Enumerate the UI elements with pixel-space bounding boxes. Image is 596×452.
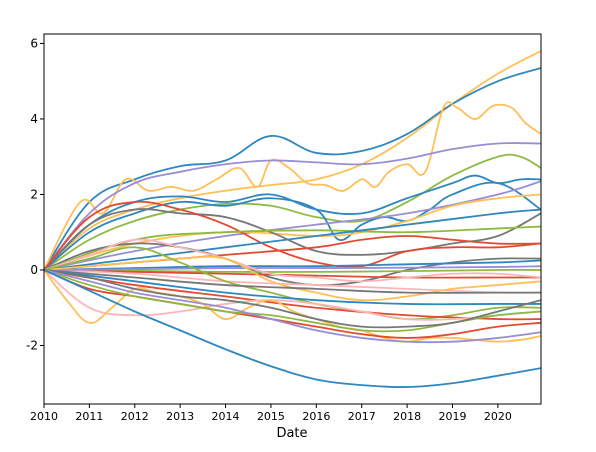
y-tick-label: 6 <box>30 36 38 50</box>
x-tick-label: 2018 <box>393 410 421 423</box>
x-tick-label: 2016 <box>302 410 330 423</box>
x-tick-label: 2014 <box>212 410 240 423</box>
series-line-10 <box>43 208 542 271</box>
series-line-24 <box>43 269 541 294</box>
series-line-18 <box>43 269 541 279</box>
series-line-33 <box>43 269 542 388</box>
series-line-9 <box>43 193 542 271</box>
x-tick-label: 2017 <box>348 410 376 423</box>
y-tick-label: 2 <box>30 187 38 201</box>
x-axis-ticks: 2010 2011 2012 2013 2014 2015 2016 2017 2018 2019… <box>30 404 512 423</box>
series-line-20 <box>43 265 542 271</box>
series-line-17 <box>43 268 542 273</box>
series-line-27 <box>43 269 542 321</box>
y-tick-label: 4 <box>30 112 38 126</box>
y-tick-label: 0 <box>30 263 38 277</box>
y-axis-ticks: -2 0 2 4 6 <box>26 36 44 352</box>
x-tick-label: 2020 <box>484 410 512 423</box>
series-line-16 <box>43 259 542 271</box>
series-line-4 <box>43 142 542 271</box>
plot-frame <box>43 33 542 405</box>
series-line-32 <box>43 269 542 344</box>
series-line-11 <box>43 200 542 271</box>
series-line-3 <box>43 101 542 271</box>
series-line-26 <box>43 269 541 306</box>
series-line-21 <box>43 238 542 283</box>
y-tick-label: -2 <box>26 338 38 352</box>
series-line-28 <box>43 269 542 343</box>
series-line-8 <box>43 180 542 271</box>
x-tick-label: 2013 <box>166 410 194 423</box>
series-lines <box>43 50 542 388</box>
series-line-15 <box>43 242 542 287</box>
x-tick-label: 2011 <box>75 410 103 423</box>
series-line-31 <box>43 269 542 329</box>
series-line-25 <box>43 269 542 321</box>
x-tick-label: 2010 <box>30 410 58 423</box>
x-tick-label: 2019 <box>438 410 466 423</box>
series-line-5 <box>43 153 542 271</box>
series-line-13 <box>43 208 542 271</box>
x-tick-label: 2015 <box>257 410 285 423</box>
x-tick-label: 2012 <box>121 410 149 423</box>
x-axis-label: Date <box>276 426 307 441</box>
